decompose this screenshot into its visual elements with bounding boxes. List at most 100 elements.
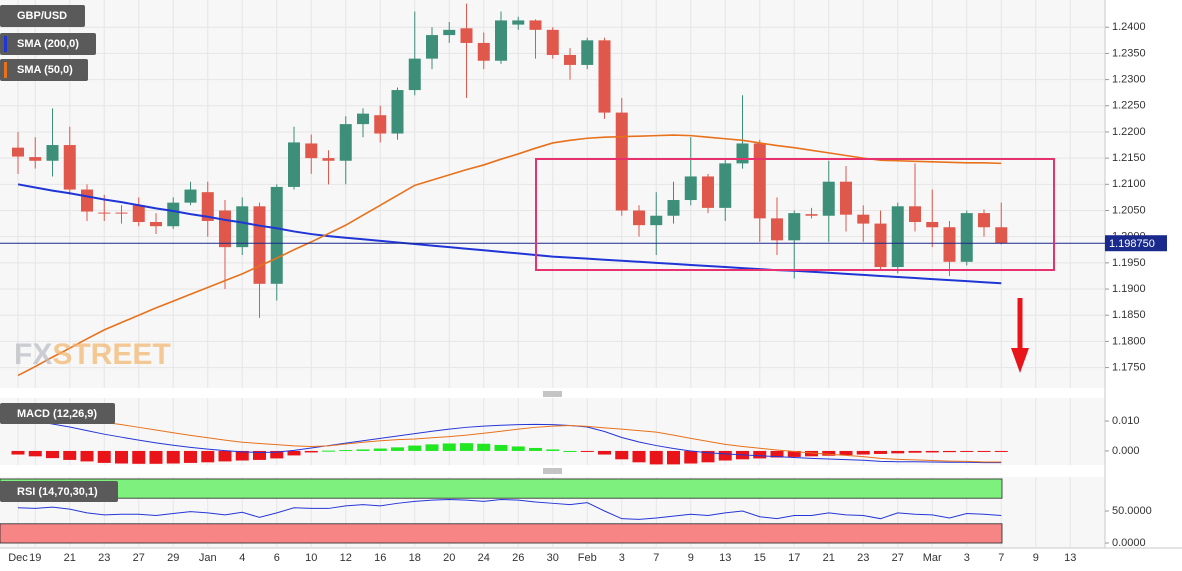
legend-label: GBP/USD <box>17 10 67 22</box>
macd-histogram-bar <box>460 443 473 451</box>
candle-body <box>270 186 283 284</box>
candle-body <box>529 20 542 30</box>
candle-body <box>891 206 904 268</box>
macd-histogram-bar <box>511 446 525 451</box>
down-arrow <box>1011 298 1029 373</box>
macd-histogram-bar <box>132 450 146 464</box>
x-tick-label: Mar <box>923 552 942 564</box>
macd-histogram-bar <box>563 450 577 452</box>
candle-body <box>978 213 990 228</box>
macd-histogram-bar <box>201 450 215 463</box>
candle-body <box>374 115 387 134</box>
y-tick-label: 1.1950 <box>1112 257 1146 269</box>
macd-histogram-bar <box>529 447 542 451</box>
candle-body <box>546 29 559 55</box>
candle-body <box>960 213 973 262</box>
macd-histogram-bar <box>805 450 818 457</box>
macd-histogram-bar <box>684 450 698 464</box>
candle-body <box>822 181 835 216</box>
candle-body <box>236 206 249 248</box>
candle-body <box>615 112 628 211</box>
y-tick-label: 1.1800 <box>1112 335 1146 347</box>
macd-histogram-bar <box>943 450 956 453</box>
x-tick-label: 7 <box>653 552 659 564</box>
watermark: STREET <box>52 338 170 371</box>
y-tick-label: 1.2200 <box>1112 126 1146 138</box>
macd-histogram-bar <box>235 450 249 461</box>
y-tick-label: 1.2350 <box>1112 47 1146 59</box>
watermark: FX <box>14 338 52 371</box>
macd-histogram-bar <box>960 450 974 452</box>
x-tick-label: 13 <box>1064 552 1076 564</box>
macd-histogram-bar <box>977 450 991 452</box>
candle-body <box>909 206 921 223</box>
panes <box>0 0 1182 549</box>
candle-body <box>736 143 749 164</box>
candle-body <box>702 176 714 208</box>
candle-body <box>512 20 525 25</box>
pane-handle[interactable] <box>543 391 562 397</box>
x-tick-label: 29 <box>167 552 179 564</box>
candle-body <box>633 210 645 226</box>
macd-histogram-bar <box>11 450 25 455</box>
candle-body <box>460 28 473 43</box>
macd-histogram-bar <box>425 444 439 451</box>
macd-histogram-bar <box>28 450 42 457</box>
candle-body <box>357 113 369 125</box>
x-tick-label: Jan <box>199 552 217 564</box>
candle-body <box>339 124 352 161</box>
candle-body <box>840 181 852 215</box>
macd-histogram-bar <box>718 450 732 461</box>
x-tick-label: 19 <box>29 552 41 564</box>
macd-histogram-bar <box>822 450 836 456</box>
macd-histogram-bar <box>908 450 922 453</box>
x-tick-label: 7 <box>998 552 1004 564</box>
candle-body <box>477 42 490 61</box>
macd-histogram-bar <box>287 450 301 456</box>
candle-body <box>857 214 870 224</box>
candle-body <box>253 206 266 284</box>
candle-body <box>581 40 594 65</box>
x-tick-label: 21 <box>64 552 76 564</box>
legend-box <box>0 59 88 81</box>
legend-box <box>0 481 118 502</box>
x-tick-label: 12 <box>340 552 352 564</box>
candle-body <box>29 157 42 161</box>
x-tick-label: 13 <box>719 552 731 564</box>
candle-body <box>443 29 456 36</box>
x-tick-label: 24 <box>478 552 490 564</box>
candle-body <box>167 202 180 227</box>
macd-histogram-bar <box>304 450 318 453</box>
candle-body <box>805 214 818 216</box>
candle-body <box>132 205 145 223</box>
y-tick-label: 1.2100 <box>1112 178 1146 190</box>
candle-body <box>63 145 76 190</box>
x-tick-label: Feb <box>578 552 597 564</box>
legend-box <box>0 403 115 424</box>
pane-handle[interactable] <box>543 468 562 474</box>
candle-body <box>684 176 697 201</box>
macd-histogram-bar <box>667 450 680 465</box>
legend-label: SMA (200,0) <box>17 38 79 50</box>
candle-body <box>650 215 663 226</box>
candle-body <box>305 143 318 159</box>
macd-histogram-bar <box>391 447 404 451</box>
macd-histogram-bar <box>270 450 284 459</box>
x-tick-label: Dec <box>8 552 28 564</box>
candle-body <box>288 142 300 187</box>
x-tick-label: 9 <box>1033 552 1039 564</box>
macd-histogram-bar <box>925 450 939 453</box>
x-tick-label: 20 <box>443 552 455 564</box>
candle-body <box>598 40 611 113</box>
macd-histogram-bar <box>408 445 422 451</box>
x-tick-label: 3 <box>964 552 970 564</box>
candle-body <box>12 147 24 157</box>
candle-body <box>391 90 404 134</box>
sma-line <box>17 134 1002 377</box>
candle-body <box>753 143 766 219</box>
rsi-line <box>17 498 1002 520</box>
candle-body <box>564 54 576 65</box>
macd-histogram-bar <box>166 450 180 464</box>
range-box <box>535 158 1055 271</box>
